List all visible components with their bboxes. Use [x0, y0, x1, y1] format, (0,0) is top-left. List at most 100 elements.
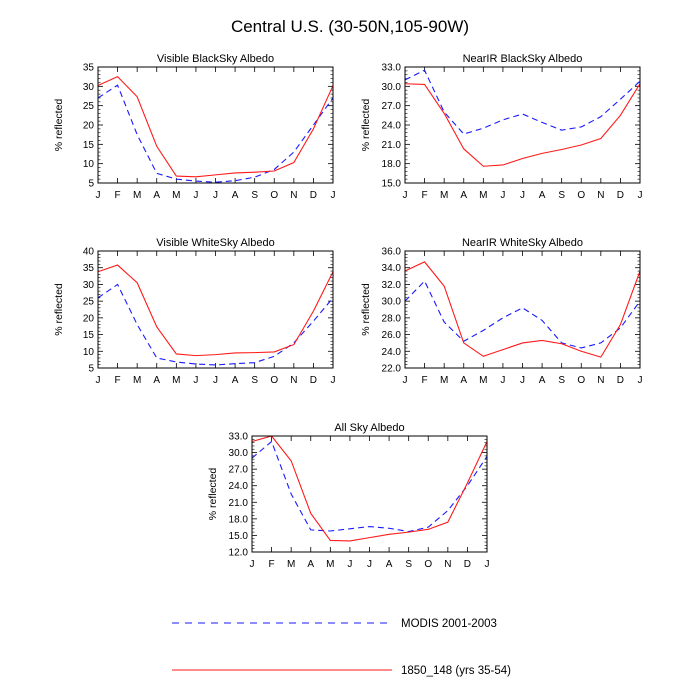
y-tick-label: 25	[83, 297, 95, 308]
x-tick-label: D	[617, 190, 624, 201]
y-tick-label: 40	[83, 247, 95, 258]
y-axis-label: % reflected	[53, 283, 65, 336]
x-tick-label: D	[464, 559, 471, 570]
plot-frame	[97, 66, 334, 184]
x-tick-label: M	[133, 190, 141, 201]
x-tick-label: A	[307, 559, 314, 570]
y-axis-label: % reflected	[360, 283, 372, 336]
y-axis-label: % reflected	[360, 99, 372, 152]
x-tick-label: S	[251, 190, 258, 201]
y-axis-label: % reflected	[207, 468, 219, 521]
y-axis-label: % reflected	[53, 99, 65, 152]
panel-1: Visible BlackSky Albedo % reflected 5 10 15 2…	[53, 53, 336, 201]
x-tick-label: N	[444, 559, 451, 570]
x-tick-label: J	[331, 375, 336, 386]
y-tick-label: 5	[88, 364, 94, 375]
y-tick-label: 26.0	[382, 330, 402, 341]
x-tick-label: S	[405, 559, 412, 570]
y-tick-label: 18.0	[382, 159, 402, 170]
x-tick-label: A	[460, 190, 467, 201]
x-tick-label: J	[331, 190, 336, 201]
x-tick-label: J	[403, 190, 408, 201]
panel-3: Visible WhiteSky Albedo % reflected 5 10 15 2…	[53, 237, 336, 386]
series-line-model	[404, 83, 641, 167]
series-line-model	[97, 76, 334, 178]
y-tick-label: 33.0	[229, 432, 249, 443]
series-line-model	[404, 261, 641, 358]
panel-title: Visible WhiteSky Albedo	[156, 237, 274, 249]
x-tick-label: J	[520, 190, 525, 201]
x-tick-label: J	[193, 190, 198, 201]
y-tick-label: 24.0	[229, 481, 249, 492]
x-tick-label: O	[577, 375, 585, 386]
x-tick-label: J	[347, 559, 352, 570]
legend-label-2: 1850_148 (yrs 35-54)	[401, 665, 511, 677]
x-tick-label: N	[597, 375, 604, 386]
x-tick-label: S	[251, 375, 258, 386]
panel-2: NearIR BlackSky Albedo % reflected 15.0 18.…	[360, 53, 643, 201]
y-tick-label: 15	[83, 330, 95, 341]
x-tick-label: N	[290, 190, 297, 201]
y-tick-label: 12.0	[229, 548, 249, 559]
x-tick-label: F	[115, 375, 121, 386]
y-tick-label: 30.0	[382, 297, 402, 308]
y-tick-label: 30.0	[229, 448, 249, 459]
y-tick-label: 35	[83, 263, 95, 274]
y-tick-label: 24.0	[382, 347, 402, 358]
y-tick-label: 28.0	[382, 313, 402, 324]
x-tick-label: D	[310, 190, 317, 201]
x-tick-label: D	[617, 375, 624, 386]
panel-title: All Sky Albedo	[334, 422, 404, 434]
x-tick-label: O	[270, 190, 278, 201]
y-tick-label: 10	[83, 159, 95, 170]
x-tick-label: M	[326, 559, 334, 570]
x-tick-label: J	[485, 559, 490, 570]
x-tick-label: J	[500, 375, 505, 386]
y-tick-label: 20	[83, 313, 95, 324]
x-tick-label: A	[153, 190, 160, 201]
series-line-model	[251, 435, 488, 542]
x-tick-label: O	[424, 559, 432, 570]
x-tick-label: O	[270, 375, 278, 386]
x-tick-label: O	[577, 190, 585, 201]
series-line-modis	[404, 280, 641, 349]
x-tick-label: J	[213, 190, 218, 201]
y-tick-label: 25	[83, 101, 95, 112]
x-tick-label: J	[193, 375, 198, 386]
x-tick-label: F	[269, 559, 275, 570]
series-line-modis	[251, 440, 488, 533]
panel-title: NearIR BlackSky Albedo	[463, 53, 583, 65]
panel-title: Visible BlackSky Albedo	[157, 53, 274, 65]
y-tick-label: 20	[83, 121, 95, 132]
x-tick-label: M	[133, 375, 141, 386]
y-tick-label: 10	[83, 347, 95, 358]
y-tick-label: 32.0	[382, 280, 402, 291]
y-tick-label: 18.0	[229, 514, 249, 525]
x-tick-label: J	[250, 559, 255, 570]
x-tick-label: S	[558, 375, 565, 386]
x-tick-label: J	[520, 375, 525, 386]
panels: Visible BlackSky Albedo % reflected 5 10 15 2…	[53, 53, 643, 570]
y-tick-label: 22.0	[382, 364, 402, 375]
series-line-modis	[97, 283, 334, 366]
y-tick-label: 21.0	[229, 498, 249, 509]
series-line-model	[97, 264, 334, 357]
x-tick-label: M	[287, 559, 295, 570]
figure-title: Central U.S. (30-50N,105-90W)	[231, 17, 469, 36]
x-tick-label: F	[422, 190, 428, 201]
y-tick-label: 15.0	[229, 531, 249, 542]
x-tick-label: M	[440, 375, 448, 386]
plot-frame	[97, 250, 334, 369]
x-tick-label: J	[500, 190, 505, 201]
y-tick-label: 35	[83, 63, 95, 74]
y-tick-label: 30	[83, 280, 95, 291]
x-tick-label: M	[479, 190, 487, 201]
x-tick-label: A	[460, 375, 467, 386]
x-tick-label: J	[403, 375, 408, 386]
x-tick-label: J	[96, 375, 101, 386]
y-tick-label: 34.0	[382, 263, 402, 274]
x-tick-label: J	[213, 375, 218, 386]
x-tick-label: A	[153, 375, 160, 386]
x-tick-label: A	[539, 375, 546, 386]
